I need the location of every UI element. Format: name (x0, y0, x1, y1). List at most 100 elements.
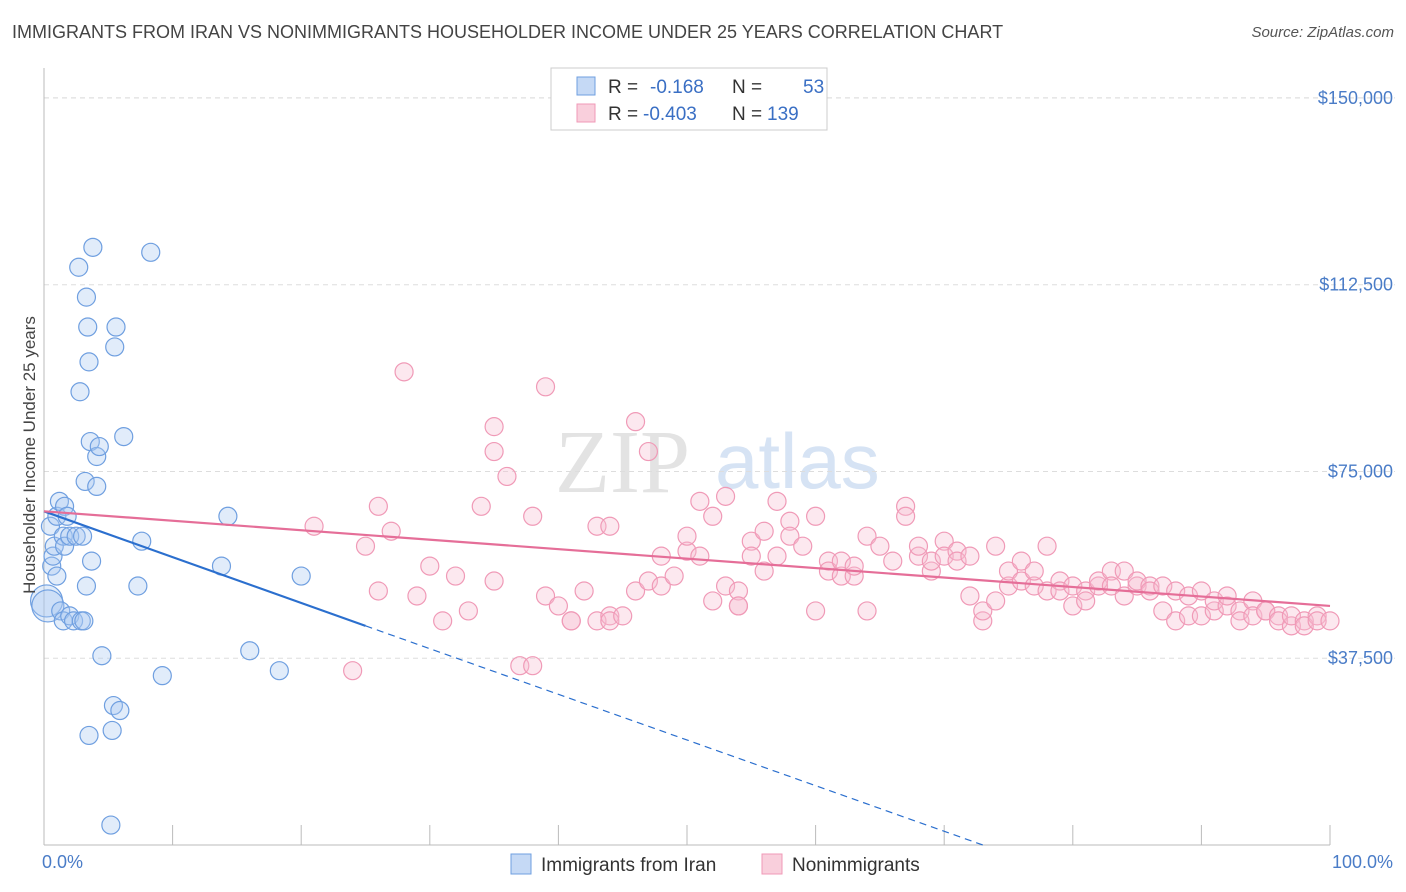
point-iran (141, 242, 161, 262)
series-label-nonimmigrants: Nonimmigrants (792, 855, 920, 876)
point-nonimmigrant (986, 536, 1006, 556)
point-iran (89, 436, 109, 457)
point-nonimmigrant (1204, 601, 1224, 621)
series-swatch-iran (510, 853, 532, 875)
point-nonimmigrant (921, 551, 941, 571)
point-nonimmigrant (857, 526, 877, 546)
point-nonimmigrant (715, 576, 736, 596)
point-nonimmigrant (1024, 576, 1044, 596)
point-iran (75, 471, 95, 492)
point-nonimmigrant (484, 441, 504, 462)
point-nonimmigrant (1191, 606, 1212, 626)
point-nonimmigrant (960, 586, 980, 606)
point-nonimmigrant (1088, 571, 1109, 591)
point-iran (42, 556, 62, 576)
point-nonimmigrant (1281, 606, 1302, 626)
legend-box (550, 67, 828, 131)
point-iran (269, 661, 289, 681)
point-iran (74, 611, 94, 631)
trend-line-iran-extension (365, 625, 983, 846)
point-iran (110, 700, 130, 721)
point-nonimmigrant (947, 541, 967, 561)
point-iran (103, 695, 124, 716)
point-nonimmigrant (600, 611, 620, 631)
point-iran (218, 506, 238, 526)
point-nonimmigrant (368, 496, 388, 516)
point-nonimmigrant (960, 546, 980, 566)
point-nonimmigrant (1268, 611, 1289, 631)
series-label-iran: Immigrants from Iran (541, 855, 716, 876)
point-nonimmigrant (754, 561, 774, 581)
point-nonimmigrant (973, 611, 993, 631)
point-nonimmigrant (523, 506, 543, 526)
point-iran (69, 257, 89, 277)
point-nonimmigrant (664, 566, 684, 586)
point-iran (83, 237, 103, 257)
series-legend: Immigrants from Iran Nonimmigrants (510, 853, 920, 876)
point-nonimmigrant (1166, 611, 1186, 631)
watermark-zip: ZIP (555, 413, 690, 512)
y-tick-label: $112,500 (1319, 275, 1393, 295)
point-nonimmigrant (484, 571, 504, 591)
point-nonimmigrant (1037, 536, 1057, 556)
point-iran (70, 382, 90, 402)
point-iran (128, 576, 148, 596)
point-nonimmigrant (986, 591, 1006, 611)
point-nonimmigrant (445, 566, 466, 586)
point-iran (240, 641, 260, 661)
legend-swatch-blue (576, 76, 596, 96)
point-nonimmigrant (793, 536, 813, 556)
x-tick-label-max: 100.0% (1332, 852, 1393, 872)
point-iran (63, 611, 84, 631)
point-nonimmigrant (1307, 606, 1327, 626)
y-tick-label: $150,000 (1318, 88, 1393, 108)
point-nonimmigrant (780, 511, 800, 531)
point-iran (101, 815, 121, 835)
point-nonimmigrant (908, 546, 929, 566)
point-nonimmigrant (625, 412, 646, 432)
grid-lines (44, 97, 1395, 659)
point-nonimmigrant (934, 546, 954, 566)
correlation-legend: R = -0.168 N = 53 R = -0.403 N = 139 (550, 67, 828, 131)
point-nonimmigrant (600, 516, 620, 536)
legend-n-label-2: N = (732, 104, 762, 125)
point-nonimmigrant (1076, 581, 1096, 601)
point-iran (102, 720, 122, 741)
trend-line-iran (43, 510, 366, 627)
point-iran (40, 516, 61, 536)
point-nonimmigrant (625, 581, 646, 601)
point-nonimmigrant (703, 591, 723, 611)
point-nonimmigrant (458, 601, 478, 621)
point-nonimmigrant (947, 551, 967, 571)
point-nonimmigrant (1127, 571, 1147, 591)
point-nonimmigrant (613, 606, 633, 626)
point-nonimmigrant (561, 611, 581, 631)
point-nonimmigrant (690, 491, 710, 511)
point-nonimmigrant (677, 526, 697, 546)
point-nonimmigrant (1217, 586, 1237, 606)
point-nonimmigrant (896, 496, 916, 516)
legend-r-label-2: R = (608, 104, 638, 125)
point-nonimmigrant (1011, 551, 1031, 571)
legend-swatch-pink (576, 103, 596, 123)
source-label: Source: ZipAtlas.com (1251, 24, 1394, 41)
point-nonimmigrant (767, 546, 787, 566)
point-iran (79, 725, 99, 746)
point-nonimmigrant (728, 581, 749, 601)
point-nonimmigrant (741, 546, 761, 566)
point-nonimmigrant (394, 362, 414, 382)
point-iran (72, 526, 93, 546)
point-nonimmigrant (433, 611, 453, 631)
point-nonimmigrant (754, 521, 774, 541)
point-nonimmigrant (497, 466, 517, 487)
point-iran (31, 589, 65, 623)
point-iran (92, 646, 112, 666)
trend-line-nonimmigrants (43, 510, 1331, 608)
series-swatch-nonimmigrants (761, 853, 783, 875)
point-nonimmigrant (1230, 611, 1250, 631)
point-nonimmigrant (870, 536, 890, 556)
point-nonimmigrant (535, 377, 556, 397)
point-nonimmigrant (420, 556, 440, 576)
y-tick-label: $75,000 (1328, 461, 1393, 481)
point-nonimmigrant (407, 586, 427, 606)
